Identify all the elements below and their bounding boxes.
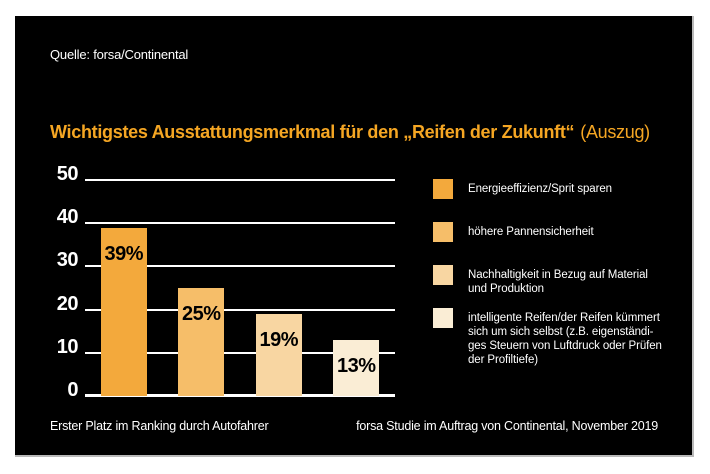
infographic-panel [15, 16, 694, 457]
footer-note-left: Erster Platz im Ranking durch Autofahrer [50, 419, 269, 433]
chart-title-main: Wichtigstes Ausstattungsmerkmal für den … [50, 122, 575, 142]
chart-title-suffix: (Auszug) [580, 122, 650, 142]
chart-title: Wichtigstes Ausstattungsmerkmal für den … [50, 122, 650, 143]
source-label: Quelle: forsa/Continental [50, 47, 189, 62]
footer-note-right: forsa Studie im Auftrag von Continental,… [356, 419, 658, 433]
